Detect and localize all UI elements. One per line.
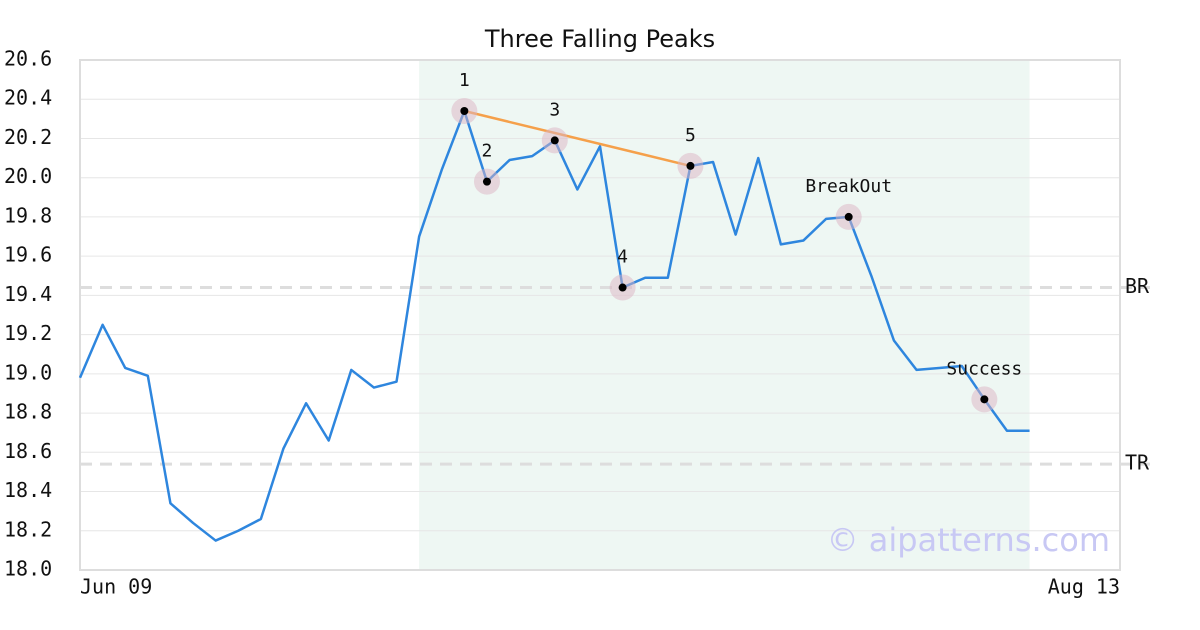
plot-frame [79, 59, 1121, 571]
x-tick-label: Jun 09 [80, 575, 152, 599]
highlight-zone [419, 60, 1030, 570]
point-label: 4 [617, 247, 628, 268]
y-tick-label: 20.2 [4, 125, 52, 149]
y-tick-label: 19.8 [4, 203, 52, 227]
point-label: BreakOut [805, 176, 892, 197]
watermark: © aipatterns.com [827, 521, 1110, 559]
y-tick-label: 18.4 [4, 478, 52, 502]
y-tick-label: 19.0 [4, 360, 52, 384]
point-dot [686, 161, 695, 170]
point-label: Success [946, 358, 1022, 379]
point-dot [482, 177, 491, 186]
level-label: TR [1125, 451, 1150, 475]
y-tick-label: 18.8 [4, 400, 52, 424]
point-dot [460, 107, 469, 115]
y-tick-label: 18.2 [4, 517, 52, 541]
x-tick-label: Aug 13 [1048, 575, 1120, 599]
point-label: 5 [685, 125, 696, 146]
y-tick-label: 18.6 [4, 439, 52, 463]
y-tick-label: 18.0 [4, 557, 52, 581]
point-dot [550, 136, 559, 145]
point-dot [980, 395, 989, 404]
trendline [464, 109, 691, 168]
point-label: 3 [549, 99, 560, 120]
y-tick-label: 20.4 [4, 86, 52, 110]
chart-title: Three Falling Peaks [484, 25, 715, 53]
y-tick-label: 20.0 [4, 164, 52, 188]
y-tick-label: 19.4 [4, 282, 52, 306]
y-tick-label: 20.6 [4, 47, 52, 71]
level-label: BR [1125, 274, 1150, 298]
point-dot [844, 212, 853, 221]
point-label: 2 [482, 141, 493, 162]
y-tick-label: 19.2 [4, 321, 52, 345]
y-tick-label: 19.6 [4, 243, 52, 267]
point-dot [618, 283, 627, 292]
point-label: 1 [459, 70, 470, 91]
